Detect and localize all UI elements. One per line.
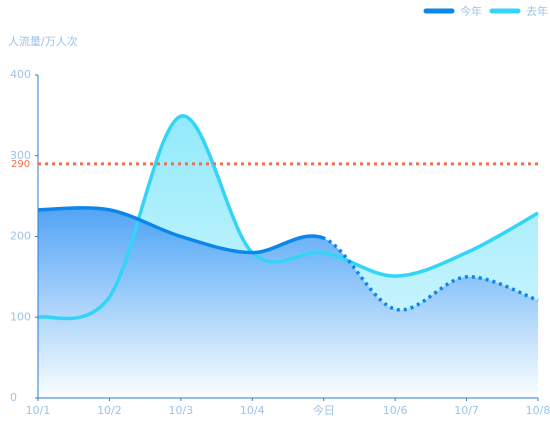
x-tick-label: 10/2 [97, 404, 122, 417]
mark-line-label: 290 [11, 159, 30, 170]
y-tick-label: 200 [10, 230, 31, 243]
x-tick-label: 10/7 [454, 404, 479, 417]
x-tick-label: 10/6 [383, 404, 408, 417]
x-tick-label: 今日 [313, 403, 335, 417]
x-tick-label: 10/8 [526, 404, 550, 417]
area [38, 207, 538, 398]
line [37, 206, 539, 312]
x-tick-label: 10/4 [240, 404, 265, 417]
legend-label: 今年 [460, 4, 482, 18]
y-tick-label: 400 [10, 68, 31, 81]
legend-label: 去年 [526, 4, 548, 18]
y-axis-title: 人流量/万人次 [8, 34, 78, 48]
x-tick-label: 10/1 [26, 404, 51, 417]
x-tick-label: 10/3 [169, 404, 194, 417]
y-tick-label: 100 [10, 310, 31, 323]
y-tick-label: 300 [10, 149, 31, 162]
y-tick-label: 0 [10, 391, 17, 404]
